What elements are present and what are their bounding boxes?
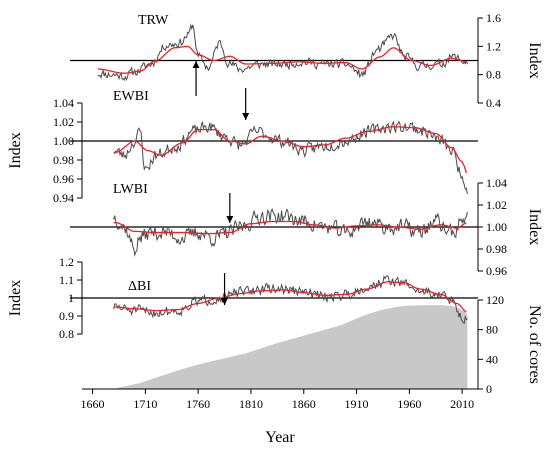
y-tick-label: 0.9 <box>59 309 74 323</box>
y-tick-label: 1.02 <box>53 115 74 129</box>
cores-area-layer <box>113 305 468 389</box>
raw-series <box>113 120 468 195</box>
panel-1: 0.94 0.96 0.98 1.00 1.02 1.04 Index EWBI <box>7 88 478 205</box>
panel-label: ΔBI <box>128 279 151 294</box>
raw-series <box>97 23 468 82</box>
smoothed-series <box>113 126 468 174</box>
axes-layer: 1660 1710 1760 1810 1860 1910 1960 2010 Year No… <box>81 293 543 446</box>
cores-y-tick-label: 40 <box>486 352 498 366</box>
x-tick-label: 1810 <box>239 397 263 411</box>
y-tick-label: 0.4 <box>486 96 501 110</box>
x-tick-label: 1960 <box>397 397 421 411</box>
y-tick-label: 1.2 <box>59 255 74 269</box>
x-tick-label: 1860 <box>292 397 316 411</box>
panel-label: LWBI <box>113 182 148 197</box>
panel-label: EWBI <box>113 89 149 104</box>
y-tick-label: 0.96 <box>486 264 507 278</box>
cores-area <box>113 305 468 389</box>
y-axis-title: Index <box>7 132 24 168</box>
y-tick-label: 1 <box>68 291 74 305</box>
panel-0: 0.4 0.8 1.2 1.6 Index TRW <box>70 11 543 110</box>
y-tick-label: 0.8 <box>59 327 74 341</box>
y-tick-label: 1.1 <box>59 273 74 287</box>
x-tick-label: 1710 <box>133 397 157 411</box>
arrow-marker <box>242 88 250 120</box>
cores-y-tick-label: 120 <box>486 293 504 307</box>
y-tick-label: 1.6 <box>486 11 501 25</box>
panel-label: TRW <box>138 13 169 28</box>
y-tick-label: 0.94 <box>53 191 74 205</box>
y-tick-label: 1.2 <box>486 39 501 53</box>
arrow-marker <box>192 61 200 96</box>
y-axis-title: Index <box>7 280 24 316</box>
y-tick-label: 0.8 <box>486 68 501 82</box>
raw-series <box>113 208 468 257</box>
y-tick-label: 1.00 <box>486 220 507 234</box>
y-tick-label: 0.98 <box>486 242 507 256</box>
x-tick-label: 2010 <box>450 397 474 411</box>
y-axis-title: Index <box>526 42 543 78</box>
panel-2: 0.96 0.98 1.00 1.02 1.04 Index LWBI <box>70 176 543 278</box>
panel-3: 0.8 0.9 1 1.1 1.2 Index ΔBI <box>7 255 478 341</box>
x-tick-label: 1760 <box>186 397 210 411</box>
x-tick-label: 1910 <box>345 397 369 411</box>
arrow-marker <box>226 193 234 223</box>
y-tick-label: 0.96 <box>53 172 74 186</box>
cores-axis-title: No. of cores <box>526 305 543 384</box>
y-axis-title: Index <box>526 209 543 245</box>
cores-y-tick-label: 80 <box>486 323 498 337</box>
x-axis-ticks: 1660 1710 1760 1810 1860 1910 1960 2010 <box>81 389 474 411</box>
y-tick-label: 1.04 <box>486 176 507 190</box>
y-tick-label: 0.98 <box>53 153 74 167</box>
arrow-marker <box>221 273 229 305</box>
cores-y-tick-label: 0 <box>486 382 492 396</box>
panels-layer: 0.4 0.8 1.2 1.6 Index TRW 0.94 0.96 0.98 1.00 1.02… <box>7 11 543 341</box>
smoothed-series <box>113 281 467 313</box>
x-axis-title: Year <box>265 429 295 446</box>
smoothed-series <box>113 220 467 235</box>
y-tick-label: 1.00 <box>53 134 74 148</box>
x-tick-label: 1660 <box>81 397 105 411</box>
y-tick-label: 1.04 <box>53 96 74 110</box>
y-tick-label: 1.02 <box>486 198 507 212</box>
smoothed-series <box>97 45 468 74</box>
